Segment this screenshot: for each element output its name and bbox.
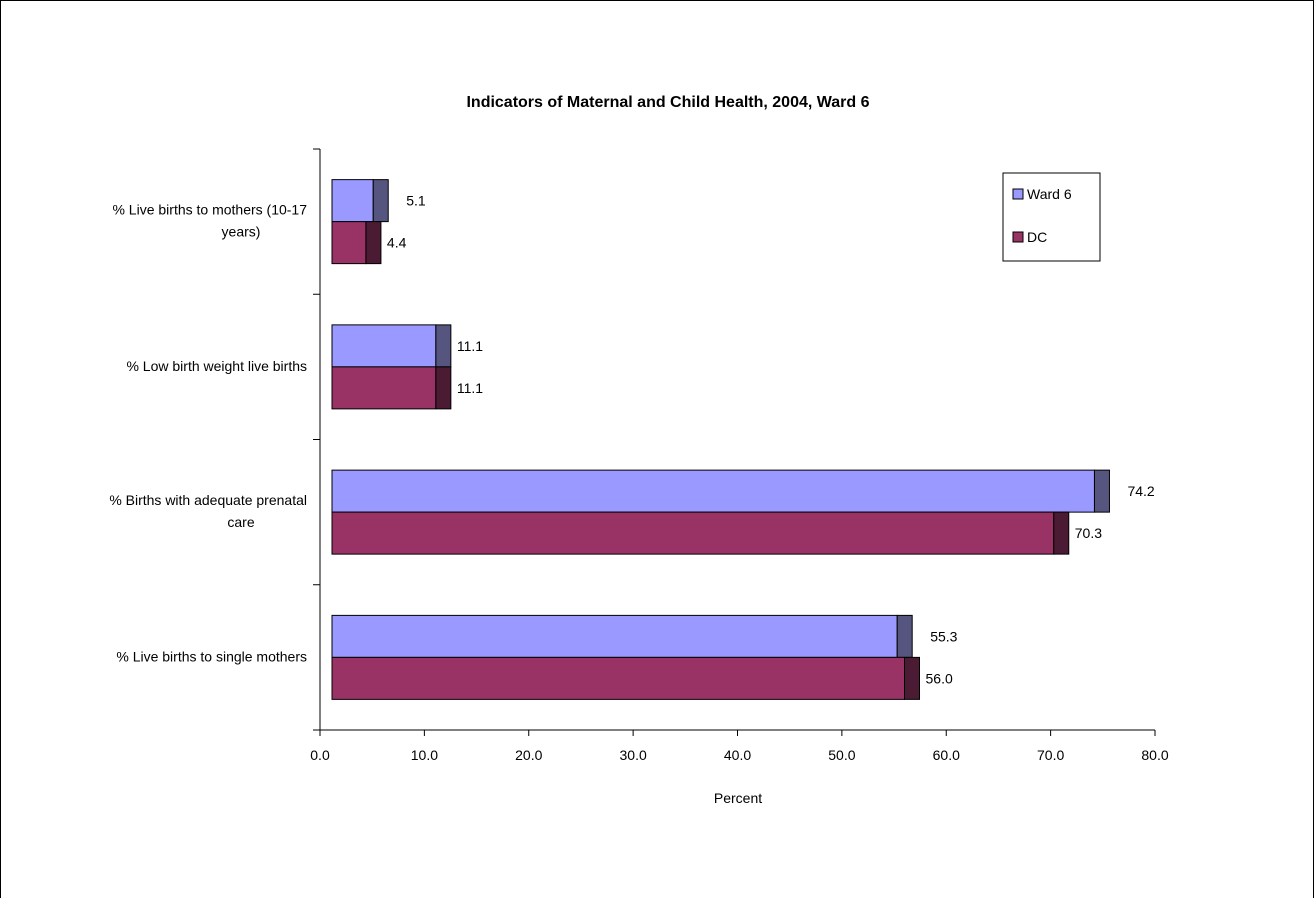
bar-dc bbox=[331, 656, 905, 700]
bar-ward6 bbox=[331, 324, 437, 368]
data-label: 74.2 bbox=[1127, 483, 1154, 499]
legend-label: DC bbox=[1027, 229, 1047, 245]
bar-ward6 bbox=[331, 469, 1095, 513]
category-label: % Live births to mothers (10-17 bbox=[112, 202, 307, 218]
category-label: years) bbox=[222, 224, 261, 240]
bar-dc bbox=[331, 511, 1055, 555]
data-label: 5.1 bbox=[406, 193, 426, 209]
category-label: % Low birth weight live births bbox=[126, 358, 307, 374]
category-label: % Births with adequate prenatal bbox=[109, 492, 307, 508]
legend-label: Ward 6 bbox=[1027, 186, 1072, 202]
x-tick-label: 10.0 bbox=[411, 747, 438, 763]
bar-ward6 bbox=[331, 614, 898, 658]
data-label: 4.4 bbox=[387, 235, 407, 251]
bar-side bbox=[1093, 469, 1110, 513]
bar-side bbox=[435, 366, 452, 410]
data-label: 70.3 bbox=[1075, 525, 1102, 541]
x-tick-label: 40.0 bbox=[724, 747, 751, 763]
category-label: % Live births to single mothers bbox=[116, 648, 307, 664]
bar-side bbox=[904, 656, 920, 700]
bar-ward6 bbox=[331, 179, 374, 223]
x-tick-label: 60.0 bbox=[933, 747, 960, 763]
x-axis-label: Percent bbox=[714, 790, 762, 806]
x-tick-label: 20.0 bbox=[515, 747, 542, 763]
data-label: 11.1 bbox=[457, 380, 483, 396]
legend-swatch bbox=[1012, 188, 1024, 200]
x-tick-label: 50.0 bbox=[828, 747, 855, 763]
x-tick-label: 70.0 bbox=[1037, 747, 1064, 763]
bar-side bbox=[1053, 511, 1070, 555]
x-tick-label: 80.0 bbox=[1141, 747, 1168, 763]
chart-title: Indicators of Maternal and Child Health,… bbox=[466, 94, 869, 111]
data-label: 56.0 bbox=[926, 670, 953, 686]
category-label: care bbox=[227, 514, 254, 530]
bar-side bbox=[365, 221, 382, 265]
data-label: 55.3 bbox=[930, 628, 957, 644]
bar-side bbox=[435, 324, 452, 368]
data-label: 11.1 bbox=[457, 338, 483, 354]
plot-area: 0.0 10.0 20.0 30.0 40.0 50.0 60.0 70.0 80.0 % Liv… bbox=[109, 148, 1169, 763]
x-tick-label: 30.0 bbox=[620, 747, 647, 763]
bar-dc bbox=[331, 221, 367, 265]
legend: Ward 6 DC bbox=[1002, 172, 1101, 262]
legend-swatch bbox=[1012, 231, 1024, 243]
bar-side bbox=[896, 614, 913, 658]
bar-dc bbox=[331, 366, 437, 410]
bar-side bbox=[372, 179, 389, 223]
legend-box bbox=[1002, 172, 1101, 262]
x-tick-label: 0.0 bbox=[310, 747, 330, 763]
